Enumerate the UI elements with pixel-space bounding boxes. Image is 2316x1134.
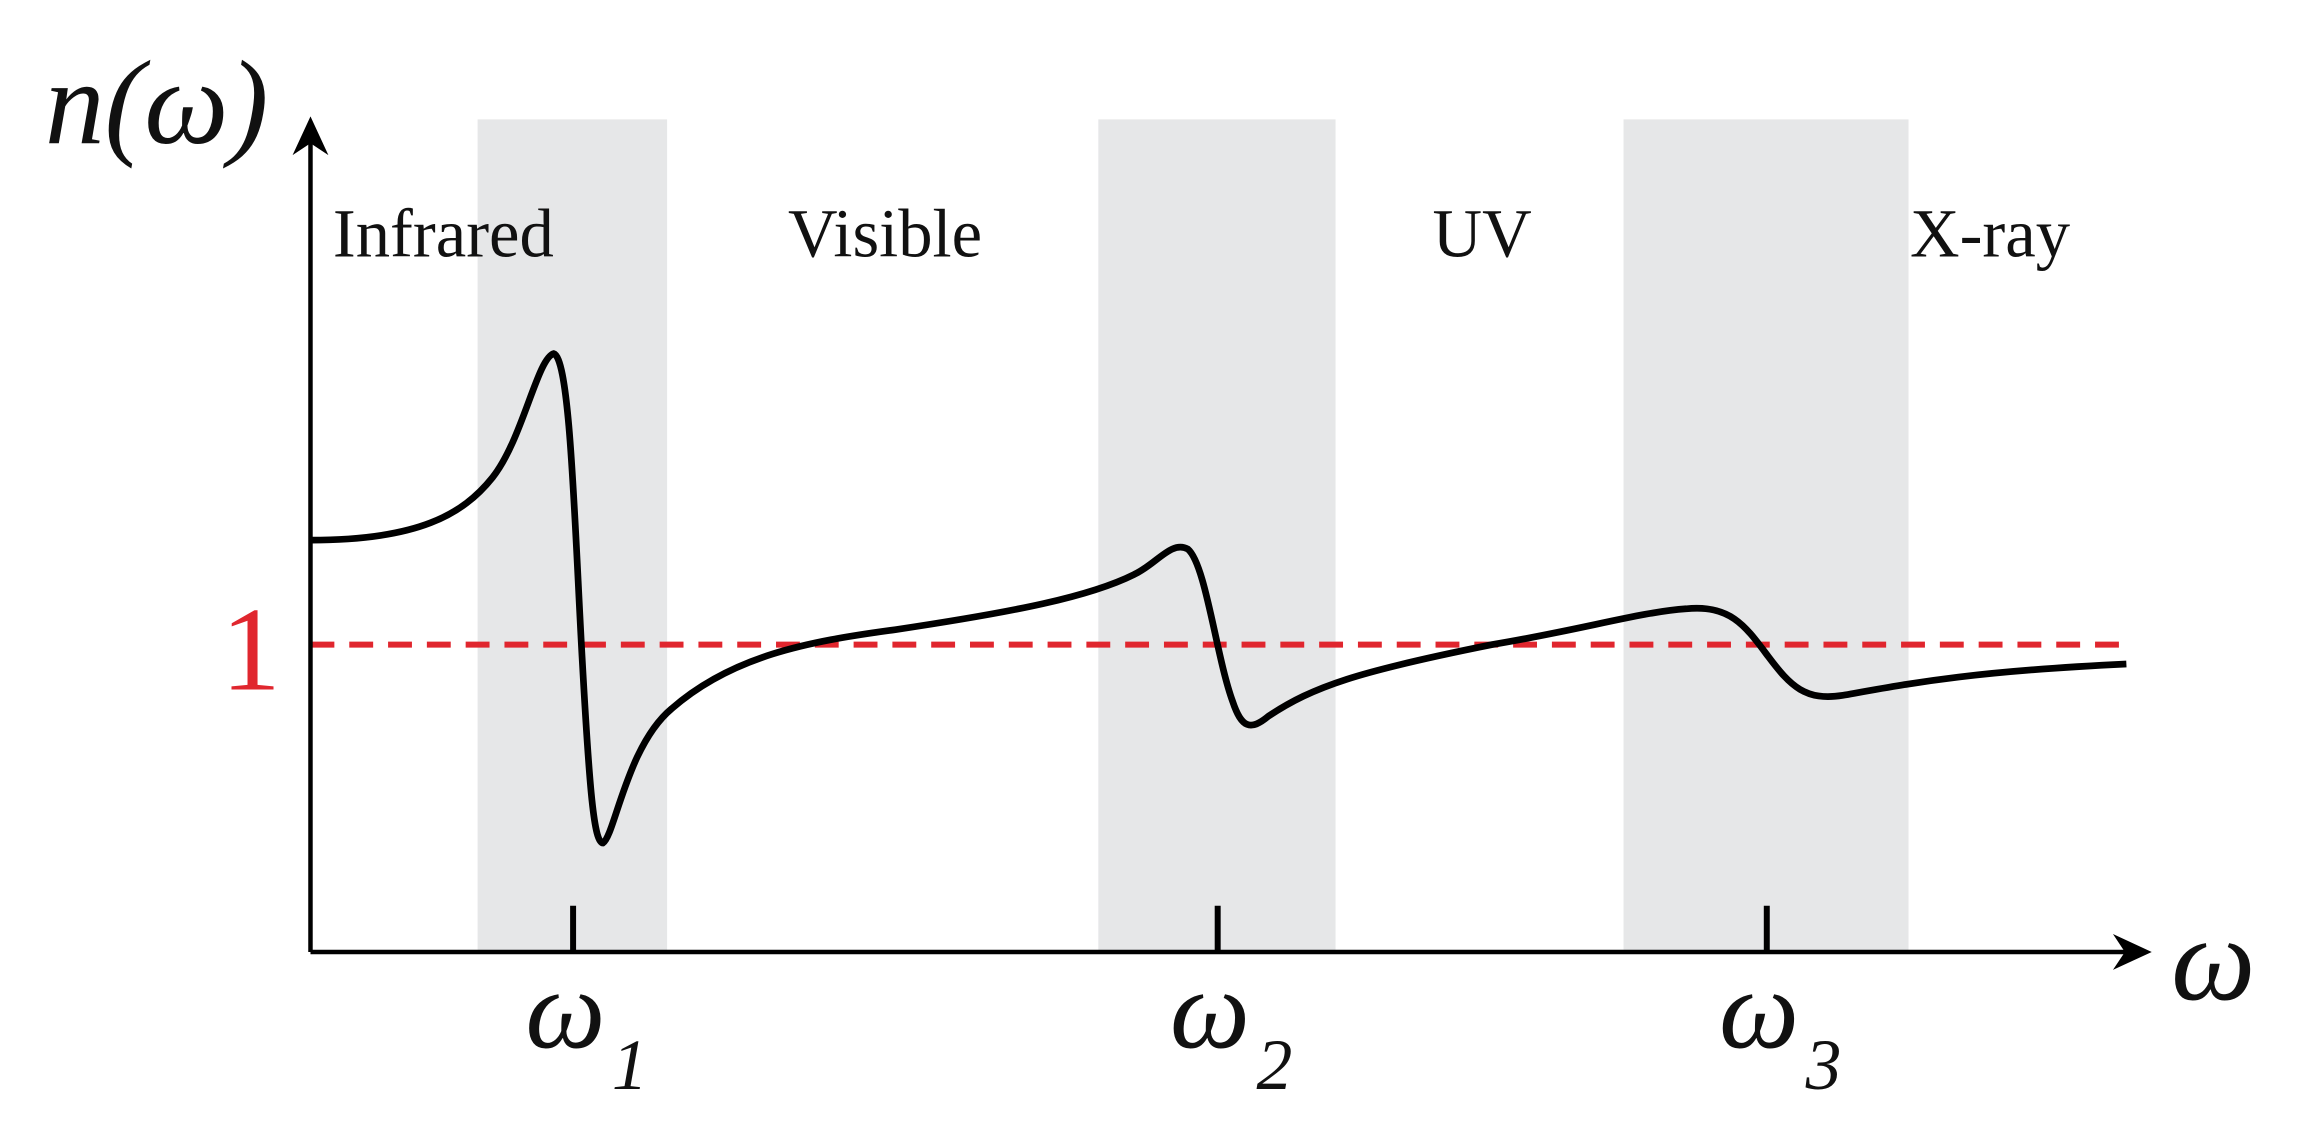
tick-subscript: 3 [1805, 1026, 1842, 1105]
tick-symbol: ω [525, 946, 605, 1072]
band [1623, 119, 1909, 952]
tick-label: ω 1 [525, 946, 647, 1105]
x-axis-label: ω [2171, 894, 2255, 1026]
band [477, 119, 668, 952]
region-label: Visible [788, 196, 982, 272]
tick-symbol: ω [1719, 946, 1799, 1072]
tick-label: ω 3 [1719, 946, 1841, 1105]
band [1098, 119, 1336, 952]
y-arrow [292, 116, 329, 156]
tick-subscript: 2 [1256, 1026, 1292, 1105]
tick-label: ω 2 [1170, 946, 1292, 1105]
reference-label: 1 [221, 583, 281, 715]
region-label: X-ray [1910, 196, 2071, 272]
tick-symbol: ω [1170, 946, 1250, 1072]
axes [308, 128, 2140, 955]
region-label: Infrared [333, 196, 554, 272]
region-label: UV [1433, 196, 1532, 272]
x-arrow [2112, 934, 2152, 970]
y-axis-label: n(ω) [45, 37, 268, 169]
tick-subscript: 1 [612, 1026, 648, 1105]
bands [477, 119, 1909, 952]
index-curve [310, 350, 2127, 847]
